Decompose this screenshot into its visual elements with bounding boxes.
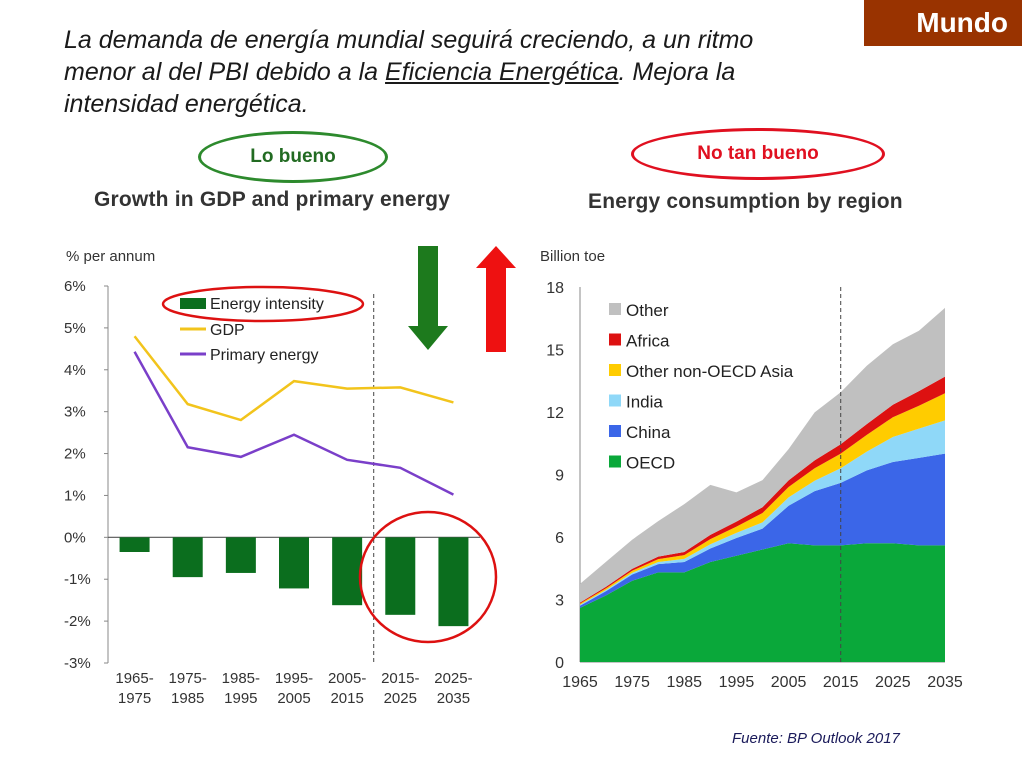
x-tick-label: 2025	[875, 674, 911, 691]
area-oecd	[580, 543, 945, 662]
x-tick-label: 1995-	[275, 670, 313, 687]
y-tick-label: 1%	[64, 487, 86, 504]
headline-link: Eficiencia Energética	[385, 58, 619, 86]
good-label: Lo bueno	[198, 131, 388, 183]
legend-swatch	[609, 303, 621, 315]
x-tick-label: 1995	[719, 674, 755, 691]
x-tick-label: 2035	[437, 690, 470, 707]
y-tick-label: 3%	[64, 404, 86, 421]
x-tick-label: 2015	[823, 674, 859, 691]
gdp-line	[133, 335, 454, 422]
legend-label: Africa	[626, 332, 670, 351]
bad-label: No tan bueno	[631, 128, 885, 180]
y-tick-label: -2%	[64, 613, 91, 630]
legend-swatch	[609, 333, 621, 346]
y-tick-label: 6	[555, 530, 564, 547]
x-tick-label: 2015	[330, 690, 363, 707]
y-tick-label: 2%	[64, 446, 86, 463]
arrow-up-head	[476, 246, 516, 268]
area-africa	[580, 376, 945, 604]
region-badge: Mundo	[864, 0, 1022, 46]
x-tick-label: 2015-	[381, 670, 419, 687]
y-axis-label: % per annum	[66, 248, 155, 265]
x-tick-label: 1985-	[222, 670, 260, 687]
energy-intensity-bar	[385, 537, 416, 615]
legend-highlight-ellipse	[161, 285, 365, 323]
legend-label: Other non-OECD Asia	[626, 362, 794, 381]
arrow-down-head	[408, 326, 448, 350]
x-tick-label: 2025-	[434, 670, 472, 687]
x-tick-label: 2025	[384, 690, 417, 707]
energy-intensity-bar	[438, 537, 469, 627]
legend-label-gdp: GDP	[210, 322, 245, 339]
y-tick-label: 0	[555, 655, 564, 672]
x-tick-label: 1965-	[115, 670, 153, 687]
legend-label: China	[626, 423, 671, 442]
primary-energy-line	[133, 351, 454, 496]
y-tick-label: -3%	[64, 655, 91, 672]
arrow-up-shaft	[486, 268, 506, 352]
y-axis-label: Billion toe	[540, 248, 605, 265]
area-other	[580, 307, 945, 603]
legend-swatch	[609, 364, 621, 376]
x-tick-label: 2035	[927, 674, 963, 691]
legend-swatch	[609, 455, 621, 468]
x-tick-label: 1975	[614, 674, 650, 691]
x-tick-label: 1965	[562, 674, 598, 691]
y-tick-label: 18	[546, 280, 564, 297]
x-tick-label: 2005-	[328, 670, 366, 687]
energy-intensity-bar	[332, 537, 363, 606]
headline: La demanda de energía mundial seguirá cr…	[64, 24, 804, 120]
x-tick-label: 1995	[224, 690, 257, 707]
chart1-title: Growth in GDP and primary energy	[94, 188, 451, 211]
y-tick-label: 5%	[64, 320, 86, 337]
x-tick-label: 1975	[118, 690, 151, 707]
x-tick-label: 1985	[666, 674, 702, 691]
y-tick-label: 9	[555, 468, 564, 485]
legend-swatch	[609, 425, 621, 437]
headline-text-1: La demanda de energía mundial seguirá cr…	[64, 26, 754, 86]
area-china	[580, 453, 945, 608]
legend-label: India	[626, 393, 663, 412]
arrow-up-icon	[476, 246, 516, 352]
arrow-down-icon	[408, 246, 448, 350]
energy-intensity-bar	[119, 537, 150, 552]
source-note: Fuente: BP Outlook 2017	[732, 730, 900, 747]
x-tick-label: 2005	[771, 674, 807, 691]
energy-intensity-bar	[225, 537, 256, 573]
legend-label: OECD	[626, 454, 675, 473]
forecast-highlight-circle	[358, 510, 498, 644]
headline-text-2: . Mejora la intensidad energética.	[64, 58, 736, 118]
energy-intensity-bar	[172, 537, 203, 578]
y-tick-label: -1%	[64, 571, 91, 588]
y-tick-label: 0%	[64, 529, 86, 546]
y-tick-label: 6%	[64, 278, 86, 295]
legend-label-primary-energy: Primary energy	[210, 347, 318, 364]
area-india	[580, 420, 945, 606]
x-tick-label: 2005	[277, 690, 310, 707]
y-tick-label: 3	[555, 593, 564, 610]
energy-intensity-bar	[279, 537, 309, 589]
area-other-non-oecd-asia	[580, 393, 945, 605]
x-tick-label: 1985	[171, 690, 204, 707]
chart2-title: Energy consumption by region	[588, 190, 903, 213]
y-tick-label: 4%	[64, 362, 86, 379]
x-tick-label: 1975-	[169, 670, 207, 687]
y-tick-label: 12	[546, 405, 564, 422]
y-tick-label: 15	[546, 343, 564, 360]
legend-swatch-energy-intensity	[180, 298, 206, 309]
legend-label-energy-intensity: Energy intensity	[210, 296, 324, 313]
arrow-down-shaft	[418, 246, 438, 328]
legend-label: Other	[626, 301, 669, 320]
legend-swatch	[609, 394, 621, 407]
